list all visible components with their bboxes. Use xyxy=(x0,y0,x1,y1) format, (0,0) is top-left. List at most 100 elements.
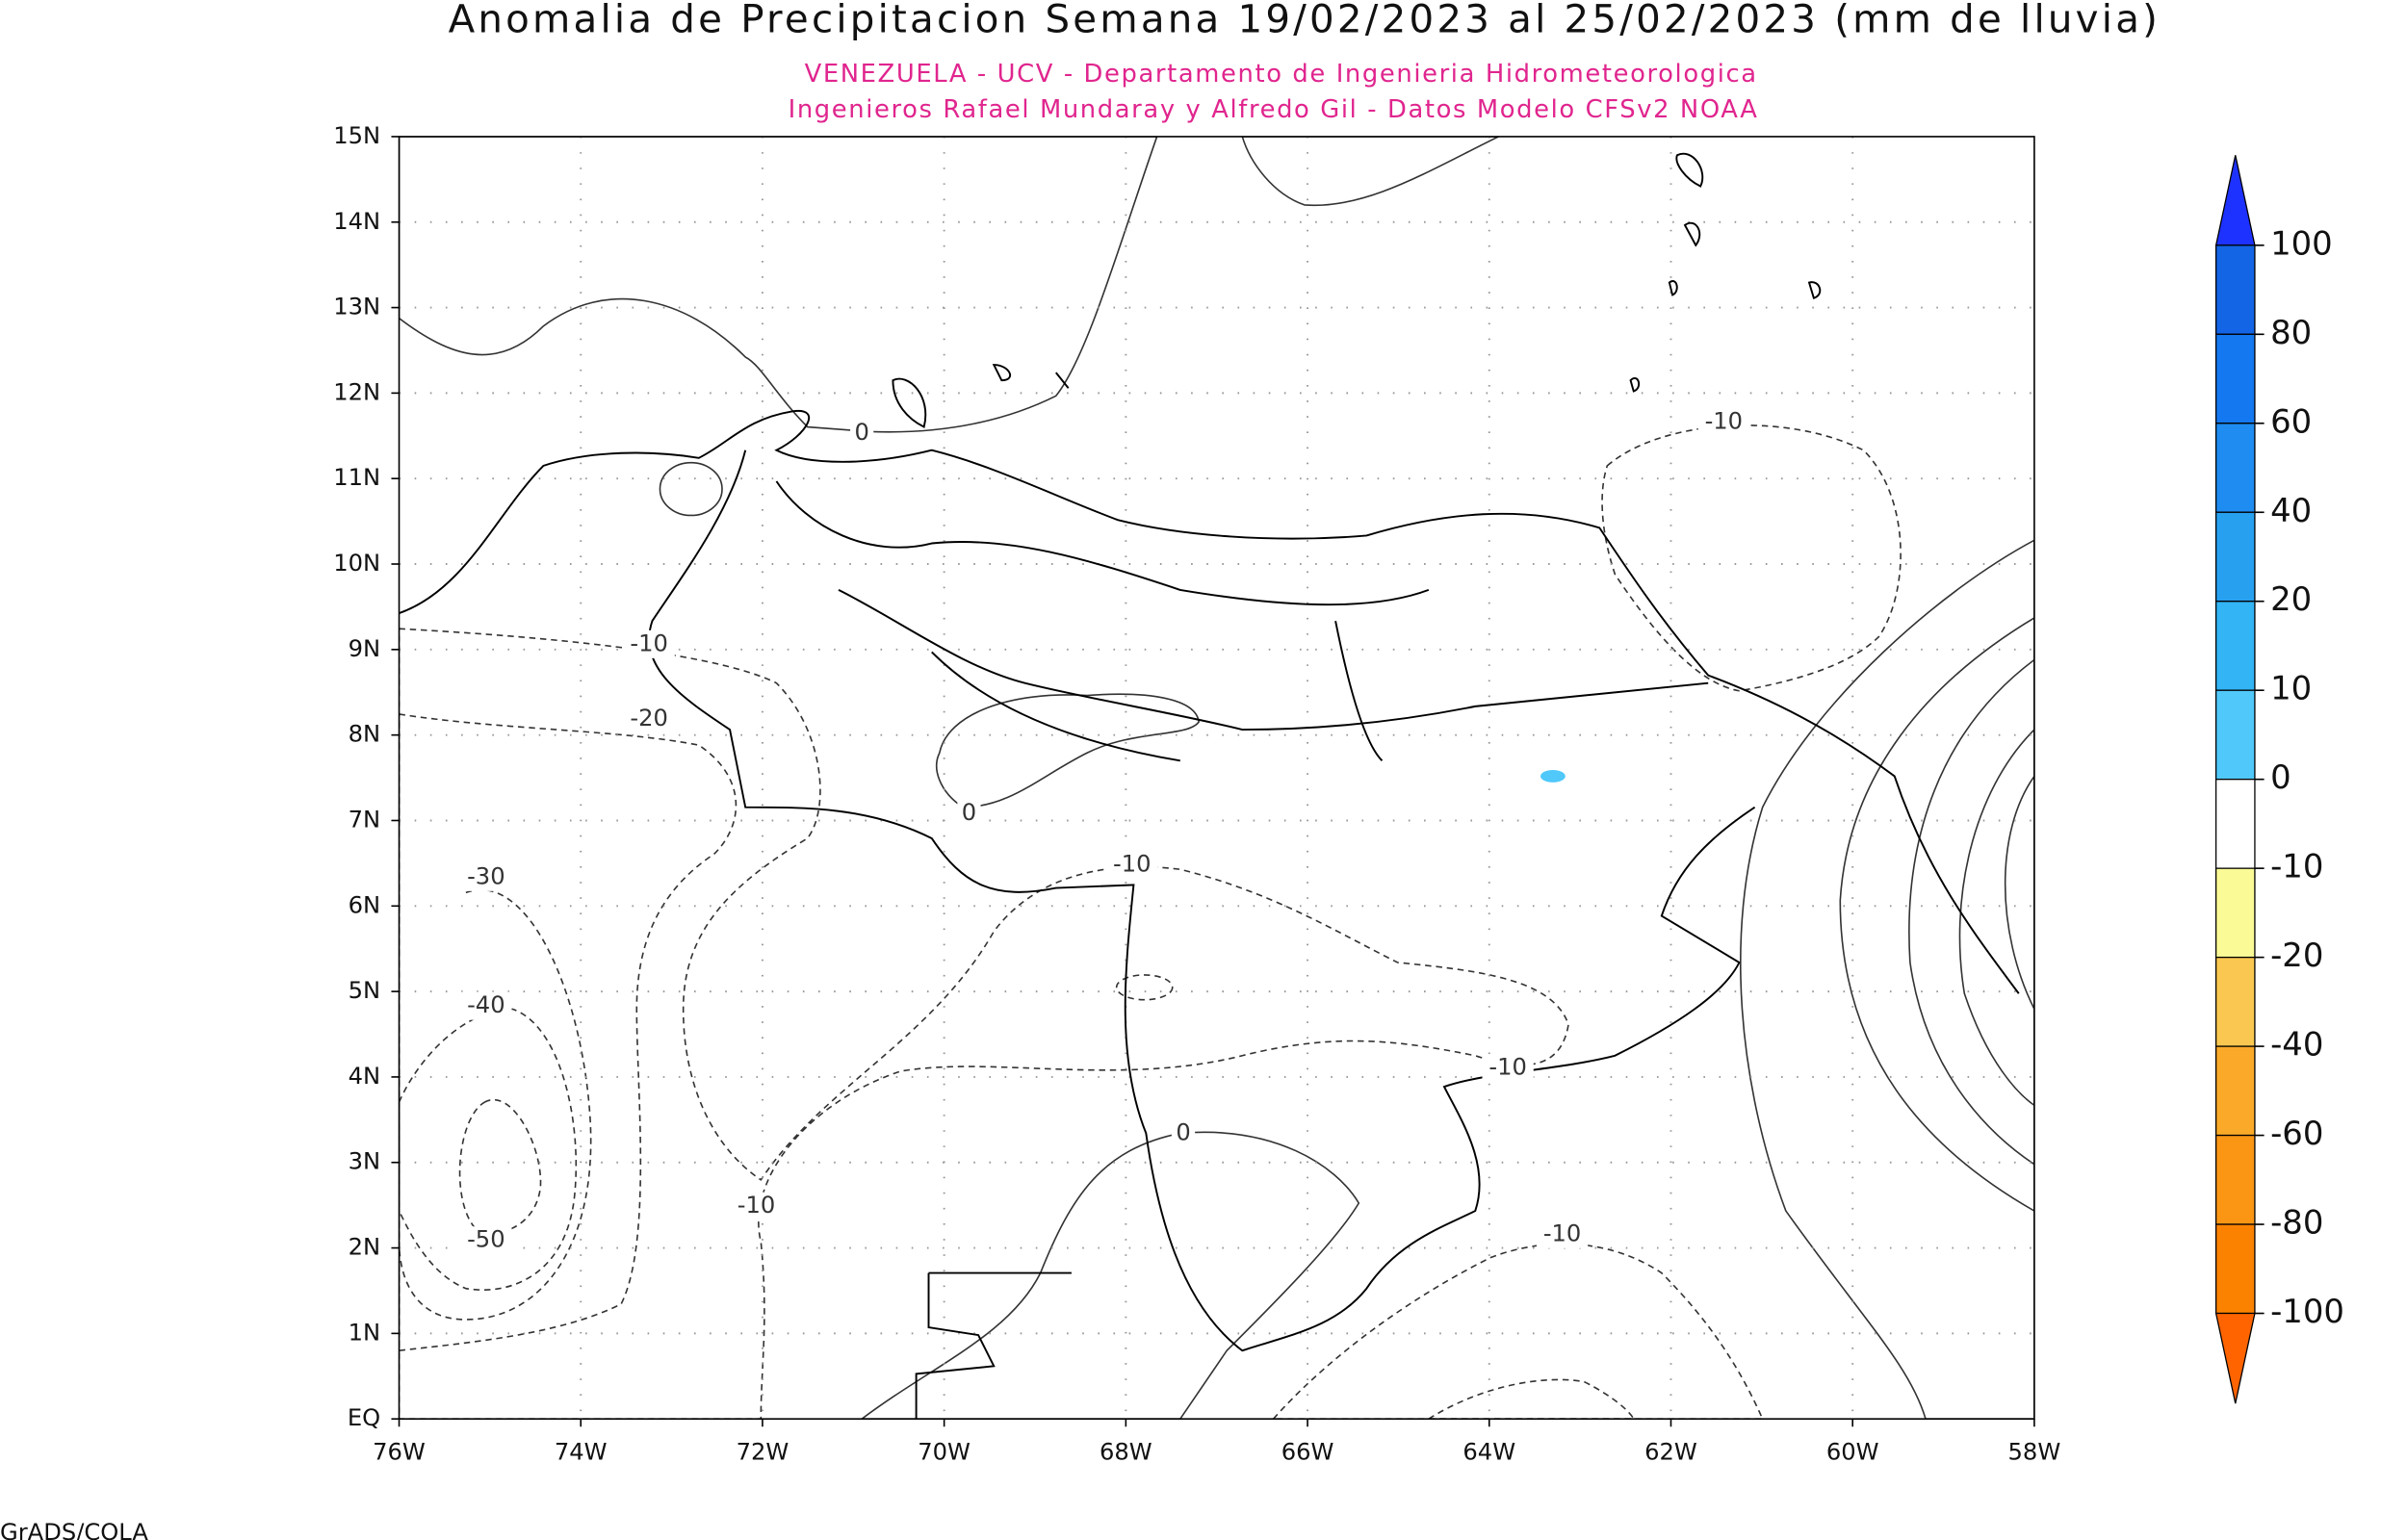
contour-label: -30 xyxy=(467,862,505,889)
colorbar-box xyxy=(2214,244,2256,335)
lat-label: 7N xyxy=(349,806,380,833)
contour-label: -10 xyxy=(1705,408,1744,435)
colorbar-box xyxy=(2214,423,2256,513)
contour-label-bg xyxy=(1697,408,1749,437)
anomaly-area xyxy=(399,628,1569,1420)
colorbar-box xyxy=(2214,956,2256,1047)
lat-label: 15N xyxy=(333,122,380,149)
lat-label: 4N xyxy=(349,1063,380,1090)
colorbar-box xyxy=(2214,511,2256,603)
border xyxy=(915,1271,1072,1420)
subtitle: VENEZUELA - UCV - Departamento de Ingeni… xyxy=(805,60,1758,89)
coastline xyxy=(399,409,2020,994)
lat-label: 2N xyxy=(349,1234,380,1261)
contour-label: -50 xyxy=(467,1226,505,1253)
colorbar-label: -60 xyxy=(2270,1115,2323,1152)
frame xyxy=(398,136,2035,1420)
contour-label: 0 xyxy=(854,419,868,446)
anomaly-area xyxy=(1958,728,2034,1107)
colorbar-label: -10 xyxy=(2270,848,2323,886)
footer: GrADS/COLA xyxy=(0,1519,148,1540)
contour xyxy=(458,1099,542,1234)
lon-label: 70W xyxy=(918,1439,971,1466)
colorbar-label: 100 xyxy=(2270,224,2333,262)
colorbar-box xyxy=(2214,867,2256,959)
contour-label: 0 xyxy=(1176,1118,1190,1145)
lon-label: 58W xyxy=(2008,1439,2061,1466)
colorbar-box xyxy=(2214,1045,2256,1137)
contour-label: -10 xyxy=(1113,850,1152,877)
lon-label: 72W xyxy=(737,1439,789,1466)
colorbar-label: 60 xyxy=(2270,402,2312,440)
anomaly-area xyxy=(1540,770,1566,783)
lon-label: 76W xyxy=(373,1439,426,1466)
anomaly-area xyxy=(399,713,738,1352)
anomaly-area xyxy=(1739,539,2034,1420)
contour-label: -40 xyxy=(467,991,505,1018)
contour-label-bg xyxy=(1482,1054,1534,1083)
lat-label: 10N xyxy=(333,550,380,577)
contour-label-bg xyxy=(460,862,512,891)
contour-label: -20 xyxy=(630,705,668,732)
background xyxy=(399,136,2034,1420)
lat-label: 8N xyxy=(349,721,380,748)
contour-label-bg xyxy=(460,1226,512,1255)
colorbar-end xyxy=(2214,1312,2256,1404)
contour-label: 0 xyxy=(962,799,976,826)
lon-label: 68W xyxy=(1100,1439,1152,1466)
anomaly-area xyxy=(399,136,1158,433)
colorbar-label: -20 xyxy=(2270,937,2323,974)
contour-label: -10 xyxy=(738,1192,776,1219)
labels: EQ 1N 2N 3N 4N 5N 6N 7N 8N 9N 10N 11N 12N 13N 14N 15N 76… xyxy=(333,122,2060,1466)
lat-label: 3N xyxy=(349,1148,380,1175)
colorbar-label: -80 xyxy=(2270,1204,2323,1242)
contour-label-bg xyxy=(1106,850,1158,879)
title: Anomalia de Precipitacion Semana 19/02/2… xyxy=(449,0,2161,42)
border xyxy=(775,480,1709,762)
coastline xyxy=(648,449,1756,1352)
lon-label: 74W xyxy=(555,1439,608,1466)
contour-label: -10 xyxy=(1488,1054,1527,1081)
lat-label: 5N xyxy=(349,977,380,1004)
contour-label-bg xyxy=(1171,1118,1196,1147)
lat-label: 12N xyxy=(333,378,380,405)
anomaly-area xyxy=(2004,775,2034,1010)
lat-label: EQ xyxy=(348,1404,380,1431)
subtitle: Ingenieros Rafael Mundaray y Alfredo Gil… xyxy=(789,95,1759,124)
colorbar-end xyxy=(2214,155,2256,246)
colorbar-label: 10 xyxy=(2270,670,2312,707)
field xyxy=(399,136,2034,1420)
colorbar-label: 40 xyxy=(2270,492,2312,529)
contour-label: -10 xyxy=(1543,1219,1582,1246)
colorbar-box xyxy=(2214,1223,2256,1315)
lon-label: 62W xyxy=(1644,1439,1697,1466)
lat-label: 14N xyxy=(333,208,380,235)
coastline xyxy=(892,152,1822,428)
colorbar-label: 20 xyxy=(2270,580,2312,618)
anomaly-area xyxy=(1115,974,1174,1001)
contour xyxy=(399,888,592,1321)
contour-label: -10 xyxy=(630,629,668,656)
colorbar-label: -40 xyxy=(2270,1026,2323,1064)
anomaly-area xyxy=(1601,424,1902,692)
lat-label: 13N xyxy=(333,294,380,321)
anomaly-area xyxy=(659,461,723,517)
anomaly-area xyxy=(1839,616,2034,1212)
lat-label: 9N xyxy=(349,635,380,662)
contour-label-bg xyxy=(623,629,675,658)
contour-label-bg xyxy=(460,991,512,1020)
lat-label: 11N xyxy=(333,464,380,491)
colorbar-box xyxy=(2214,1134,2256,1225)
lon-label: 60W xyxy=(1826,1439,1879,1466)
contour-label-bg xyxy=(730,1192,783,1220)
colorbar-label: -100 xyxy=(2270,1293,2344,1330)
colorbar-box xyxy=(2214,601,2256,691)
contour-label-bg xyxy=(1536,1219,1589,1248)
anomaly-area xyxy=(399,1008,578,1291)
lat-label: 6N xyxy=(349,891,380,918)
anomaly-area xyxy=(1427,1378,1635,1420)
anomaly-area xyxy=(1908,658,2034,1166)
